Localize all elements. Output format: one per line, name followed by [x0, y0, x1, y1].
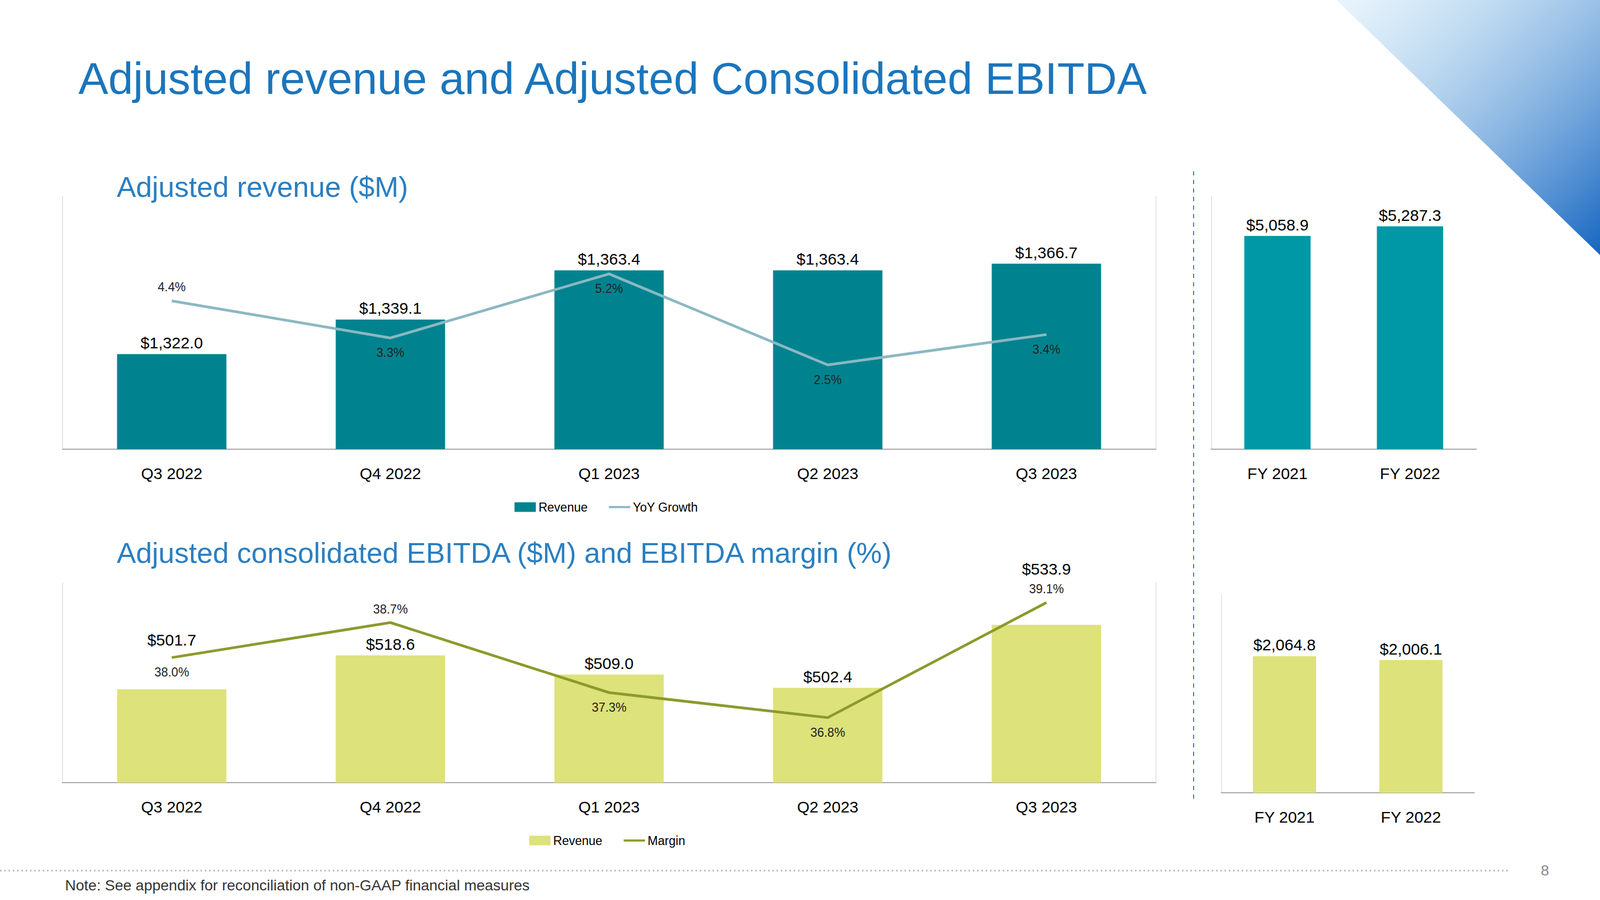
svg-text:8: 8 [1540, 861, 1550, 879]
svg-text:Q3 2022: Q3 2022 [140, 797, 203, 816]
svg-text:FY 2021: FY 2021 [1254, 808, 1315, 826]
svg-text:3.3%: 3.3% [376, 345, 405, 360]
svg-text:Q1 2023: Q1 2023 [578, 464, 640, 483]
svg-text:Margin: Margin [647, 833, 685, 848]
svg-text:$501.7: $501.7 [147, 630, 197, 649]
svg-text:Q3 2022: Q3 2022 [140, 464, 203, 483]
svg-text:38.7%: 38.7% [372, 602, 408, 616]
svg-text:FY 2022: FY 2022 [1379, 464, 1440, 483]
svg-text:5.2%: 5.2% [595, 281, 623, 296]
svg-text:Adjusted revenue and Adjusted: Adjusted revenue and Adjusted Consolidat… [78, 53, 1147, 104]
svg-text:36.8%: 36.8% [810, 725, 845, 740]
svg-text:Revenue: Revenue [538, 500, 588, 515]
svg-text:$1,363.4: $1,363.4 [578, 250, 641, 268]
svg-text:Q3 2023: Q3 2023 [1015, 797, 1077, 816]
svg-text:$1,322.0: $1,322.0 [140, 333, 204, 352]
svg-text:FY 2022: FY 2022 [1380, 808, 1442, 826]
svg-text:$518.6: $518.6 [365, 635, 415, 653]
svg-text:37.3%: 37.3% [591, 700, 627, 715]
svg-text:2.5%: 2.5% [813, 372, 842, 387]
svg-text:Q4 2022: Q4 2022 [359, 464, 421, 483]
svg-text:Adjusted consolidated EBITDA (: Adjusted consolidated EBITDA ($M) and EB… [116, 536, 892, 569]
svg-text:38.0%: 38.0% [154, 665, 189, 679]
svg-text:YoY Growth: YoY Growth [633, 500, 698, 515]
svg-text:Note: See appendix for reconci: Note: See appendix for reconciliation of… [65, 876, 530, 894]
svg-text:$2,064.8: $2,064.8 [1253, 635, 1316, 654]
svg-text:$1,339.1: $1,339.1 [359, 299, 422, 317]
svg-text:Q4 2022: Q4 2022 [359, 797, 421, 816]
svg-text:Q3 2023: Q3 2023 [1015, 464, 1077, 483]
svg-text:$509.0: $509.0 [584, 654, 634, 672]
svg-text:FY 2021: FY 2021 [1247, 464, 1308, 483]
svg-text:Adjusted revenue ($M): Adjusted revenue ($M) [116, 170, 408, 203]
svg-text:$502.4: $502.4 [803, 667, 853, 686]
svg-text:3.4%: 3.4% [1032, 342, 1061, 357]
svg-text:$533.9: $533.9 [1021, 560, 1071, 578]
svg-text:Q2 2023: Q2 2023 [796, 464, 859, 483]
svg-text:39.1%: 39.1% [1028, 581, 1064, 596]
svg-text:4.4%: 4.4% [157, 280, 186, 294]
svg-text:$1,366.7: $1,366.7 [1015, 243, 1078, 262]
svg-text:$1,363.4: $1,363.4 [796, 250, 860, 268]
svg-text:$5,058.9: $5,058.9 [1246, 216, 1309, 234]
svg-text:$2,006.1: $2,006.1 [1379, 640, 1443, 658]
svg-text:Q1 2023: Q1 2023 [578, 797, 640, 816]
svg-text:Revenue: Revenue [553, 833, 603, 848]
svg-text:Q2 2023: Q2 2023 [796, 797, 859, 816]
svg-text:$5,287.3: $5,287.3 [1378, 206, 1442, 224]
